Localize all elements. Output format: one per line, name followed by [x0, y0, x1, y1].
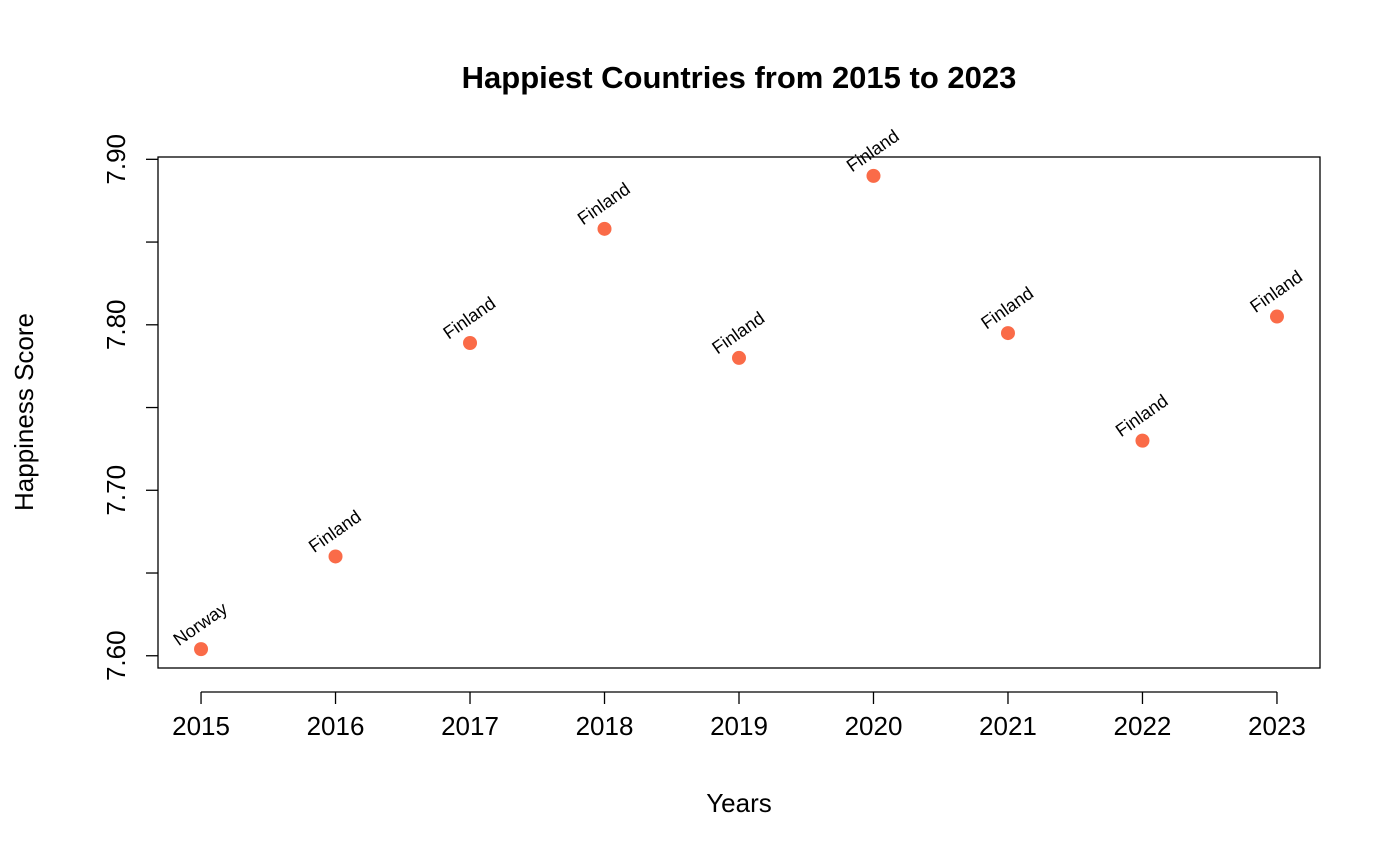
x-tick-label: 2021 — [979, 711, 1037, 741]
point-label: Norway — [170, 598, 231, 649]
x-tick-label: 2015 — [172, 711, 230, 741]
point-label: Finland — [977, 283, 1037, 333]
point-label: Finland — [439, 293, 499, 343]
point — [866, 168, 881, 183]
point — [1000, 326, 1015, 341]
point-label: Finland — [843, 126, 903, 176]
point-label: Finland — [708, 308, 768, 358]
point-label: Finland — [305, 506, 365, 556]
point — [597, 221, 612, 236]
x-axis-label: Years — [706, 788, 772, 818]
x-tick-label: 2020 — [845, 711, 903, 741]
x-tick-label: 2023 — [1248, 711, 1306, 741]
x-tick-label: 2019 — [710, 711, 768, 741]
point — [732, 350, 746, 365]
point-label: Finland — [1112, 390, 1172, 440]
point-label: Finland — [1246, 266, 1306, 316]
point — [328, 549, 343, 564]
x-tick-label: 2017 — [441, 711, 499, 741]
x-tick-label: 2018 — [576, 711, 634, 741]
y-tick-label: 7.80 — [101, 299, 131, 350]
chart-title: Happiest Countries from 2015 to 2023 — [462, 60, 1017, 95]
point — [463, 335, 478, 350]
point — [1135, 433, 1150, 448]
y-tick-label: 7.70 — [101, 465, 131, 516]
point — [194, 642, 209, 657]
x-tick-label: 2022 — [1114, 711, 1172, 741]
y-axis-label: Happiness Score — [9, 313, 39, 511]
plot-box — [157, 156, 1321, 669]
y-tick-label: 7.60 — [101, 630, 131, 681]
point — [1269, 309, 1284, 324]
point-label: Finland — [574, 179, 634, 229]
y-tick-label: 7.90 — [101, 134, 131, 185]
x-tick-label: 2016 — [307, 711, 365, 741]
